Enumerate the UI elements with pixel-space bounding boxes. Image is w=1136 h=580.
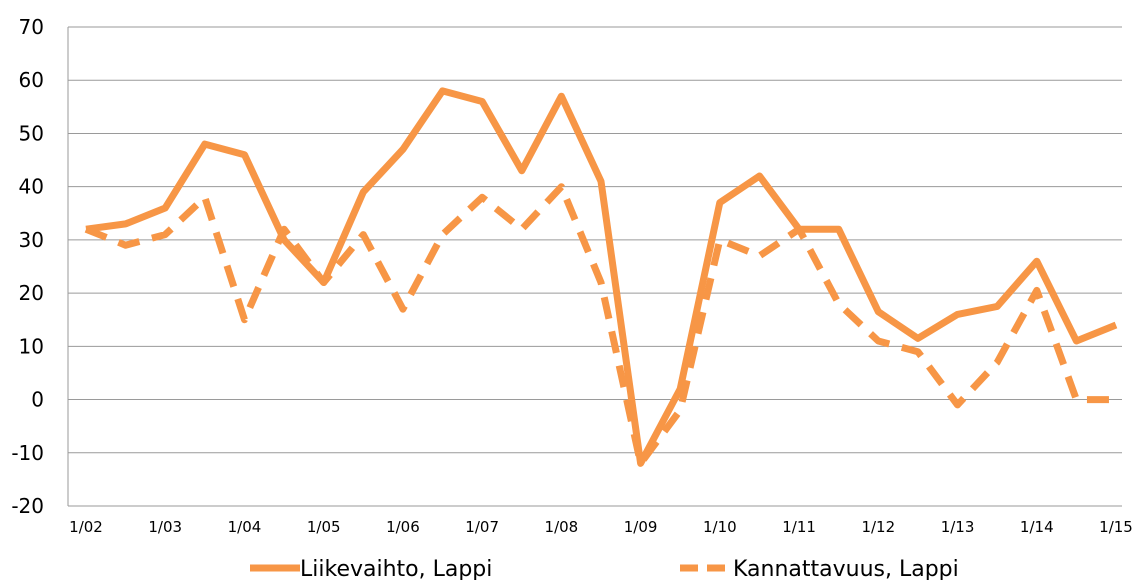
y-tick-label: -10 [11,441,44,465]
series-line-liikevaihto [85,87,1118,467]
y-tick-label: 60 [19,68,44,92]
y-axis-ticks: 70 60 50 40 30 20 10 0 -10 -20 [11,15,44,518]
y-tick-label: 0 [31,388,44,412]
y-tick-label: 30 [19,228,44,252]
x-tick-label: 1/05 [307,518,341,536]
x-tick-label: 1/15 [1099,518,1133,536]
x-tick-label: 1/11 [782,518,816,536]
x-tick-label: 1/09 [624,518,658,536]
y-tick-label: -20 [11,494,44,518]
x-tick-label: 1/07 [465,518,499,536]
x-tick-label: 1/03 [148,518,182,536]
legend-label-kannattavuus: Kannattavuus, Lappi [733,557,959,580]
y-tick-label: 10 [19,334,44,358]
y-tick-label: 20 [19,281,44,305]
gridlines [68,26,1122,454]
x-axis-ticks: 1/02 1/03 1/04 1/05 1/06 1/07 1/08 1/09 1/10 1/11… [69,518,1133,536]
x-tick-label: 1/10 [703,518,737,536]
legend: Liikevaihto, Lappi Kannattavuus, Lappi [250,557,959,580]
y-tick-label: 40 [19,175,44,199]
x-tick-label: 1/08 [545,518,579,536]
series-lines [84,87,1118,467]
y-tick-label: 50 [19,121,44,145]
legend-label-liikevaihto: Liikevaihto, Lappi [300,557,492,580]
x-tick-label: 1/13 [941,518,975,536]
y-tick-label: 70 [19,15,44,39]
series-line-kannattavuus [84,183,1116,467]
x-tick-label: 1/14 [1020,518,1054,536]
x-tick-label: 1/02 [69,518,103,536]
axes [67,27,1122,507]
x-tick-label: 1/06 [386,518,420,536]
x-tick-label: 1/04 [228,518,262,536]
x-tick-label: 1/12 [861,518,895,536]
